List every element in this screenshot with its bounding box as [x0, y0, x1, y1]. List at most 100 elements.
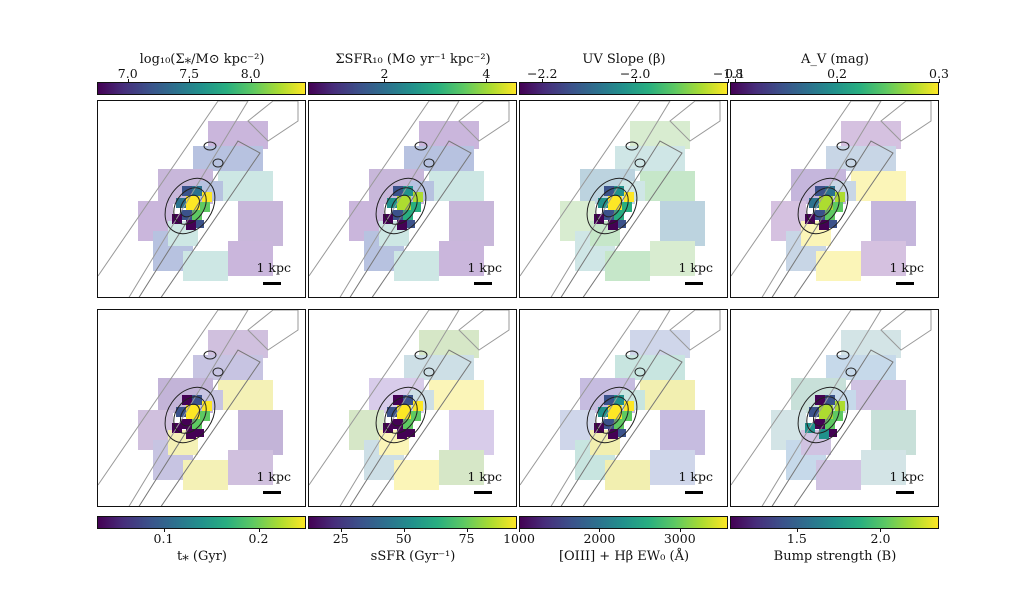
bin-region-outer	[605, 460, 650, 490]
bin-region-core	[202, 192, 212, 202]
slit-outline	[771, 349, 894, 506]
contour	[164, 177, 216, 235]
bottom-colorbar-label-4: Bump strength (B)	[773, 549, 897, 564]
top-colorbar-2	[308, 82, 517, 95]
top-colorbar-tick-mark	[837, 79, 839, 83]
bin-region-outer	[841, 330, 901, 358]
bin-region-outer	[816, 251, 861, 281]
bin-region-outer	[419, 330, 479, 358]
bin-region-core	[387, 407, 397, 417]
contour	[212, 158, 224, 168]
bin-region-outer	[826, 355, 896, 380]
contour	[375, 177, 427, 235]
top-colorbar-label-1: log₁₀(Σ⁎/M⊙ kpc⁻²)	[139, 52, 265, 67]
bin-region-core	[819, 429, 829, 439]
bottom-colorbar-tick-mark	[796, 528, 798, 532]
bottom-colorbar-tick-mark	[599, 528, 601, 532]
bin-region-outer	[630, 330, 690, 358]
slit-outline	[349, 349, 472, 506]
contour	[797, 386, 849, 444]
scale-bar	[685, 491, 703, 494]
bin-region-outer	[605, 251, 650, 281]
bottom-colorbar-tick-mark	[258, 528, 260, 532]
bin-region-core	[192, 210, 202, 220]
bin-region-core	[407, 220, 415, 228]
bin-region-core	[387, 198, 397, 208]
contour	[164, 386, 216, 444]
contour	[806, 187, 840, 225]
scale-bar	[896, 491, 914, 494]
scale-bar	[263, 282, 281, 285]
bin-region-core	[196, 429, 204, 437]
bottom-colorbar-1	[97, 516, 306, 529]
contour	[845, 158, 857, 168]
bin-region-core	[192, 395, 202, 405]
bin-region-outer	[826, 146, 896, 171]
slit-outline	[309, 101, 460, 297]
contour	[375, 386, 427, 444]
slit-outline	[309, 310, 460, 506]
bin-region-outer	[871, 410, 916, 455]
contour	[203, 350, 217, 360]
bin-region-core	[829, 220, 837, 228]
bin-region-outer	[419, 121, 479, 149]
contour	[797, 177, 849, 235]
contour	[212, 367, 224, 377]
bin-region-outer	[404, 355, 474, 380]
bin-region-outer	[193, 146, 263, 171]
contour	[414, 350, 428, 360]
bottom-colorbar-2	[308, 516, 517, 529]
bin-region-outer	[208, 330, 268, 358]
bin-region-core	[393, 186, 403, 196]
top-colorbar-tick-mark	[189, 79, 191, 83]
bin-region-core	[391, 210, 403, 220]
contour	[203, 141, 217, 151]
bin-region-core	[186, 429, 196, 439]
bin-region-core	[608, 220, 618, 230]
bin-region-core	[813, 210, 825, 220]
bin-region-core	[614, 186, 624, 196]
contour	[601, 403, 623, 427]
bin-region-outer	[218, 171, 273, 201]
bin-region-core	[604, 186, 614, 196]
top-colorbar-tick-label: 0.2	[827, 66, 847, 81]
bin-region-core	[829, 429, 837, 437]
map-panel-r2-c1: 1 kpc	[97, 309, 306, 507]
contour	[601, 194, 623, 218]
scale-bar-label: 1 kpc	[256, 469, 291, 484]
bin-region-outer	[449, 410, 494, 455]
top-colorbar-tick-mark	[542, 79, 544, 83]
top-colorbar-tick-mark	[735, 79, 737, 83]
bottom-colorbar-tick-label: 2000	[583, 531, 616, 546]
bin-region-outer	[871, 201, 916, 246]
bottom-colorbar-tick-label: 75	[458, 531, 475, 546]
scale-bar	[263, 491, 281, 494]
bin-region-outer	[660, 410, 705, 455]
bin-region-outer	[630, 121, 690, 149]
bin-region-outer	[404, 146, 474, 171]
bottom-colorbar-label-3: [OIII] + Hβ EW₀ (Å)	[558, 549, 690, 564]
bin-region-outer	[218, 380, 273, 410]
bottom-colorbar-tick-mark	[163, 528, 165, 532]
bin-region-core	[403, 210, 413, 220]
bin-region-core	[397, 220, 407, 230]
bin-region-core	[180, 419, 192, 429]
top-colorbar-3	[519, 82, 728, 95]
bin-region-outer	[851, 380, 906, 410]
contour	[836, 141, 850, 151]
bottom-colorbar-label-2: sSFR (Gyr⁻¹)	[370, 549, 456, 564]
top-colorbar-tick-label: 0.1	[725, 66, 746, 81]
bin-region-outer	[228, 450, 273, 485]
bin-region-outer	[615, 146, 685, 171]
bin-region-core	[202, 401, 212, 411]
contour	[625, 141, 639, 151]
slit-outline	[771, 140, 894, 297]
bottom-colorbar-tick-label: 2.0	[870, 531, 891, 546]
bin-region-core	[624, 401, 634, 411]
scale-bar-label: 1 kpc	[678, 260, 713, 275]
slit-outline	[349, 140, 472, 297]
bottom-colorbar-tick-label: 1.5	[786, 531, 807, 546]
bin-region-core	[825, 395, 835, 405]
contour	[586, 386, 638, 444]
contour	[806, 396, 840, 434]
